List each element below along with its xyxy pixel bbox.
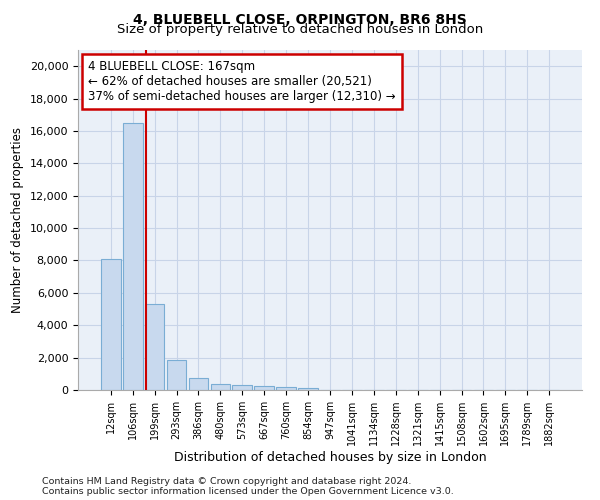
Text: 4 BLUEBELL CLOSE: 167sqm
← 62% of detached houses are smaller (20,521)
37% of se: 4 BLUEBELL CLOSE: 167sqm ← 62% of detach…: [88, 60, 396, 103]
Bar: [276, 388, 296, 390]
Text: Contains HM Land Registry data © Crown copyright and database right 2024.: Contains HM Land Registry data © Crown c…: [42, 477, 412, 486]
Text: Size of property relative to detached houses in London: Size of property relative to detached ho…: [117, 22, 483, 36]
Bar: [298, 388, 318, 390]
Bar: [254, 386, 274, 390]
Text: Contains public sector information licensed under the Open Government Licence v3: Contains public sector information licen…: [42, 487, 454, 496]
Bar: [123, 123, 143, 390]
X-axis label: Distribution of detached houses by size in London: Distribution of detached houses by size …: [173, 451, 487, 464]
Text: 4, BLUEBELL CLOSE, ORPINGTON, BR6 8HS: 4, BLUEBELL CLOSE, ORPINGTON, BR6 8HS: [133, 12, 467, 26]
Title: 4, BLUEBELL CLOSE, ORPINGTON, BR6 8HS
Size of property relative to detached hous: 4, BLUEBELL CLOSE, ORPINGTON, BR6 8HS Si…: [0, 499, 1, 500]
Bar: [101, 259, 121, 390]
Y-axis label: Number of detached properties: Number of detached properties: [11, 127, 24, 313]
Bar: [211, 384, 230, 390]
Bar: [232, 386, 252, 390]
Bar: [145, 304, 164, 390]
Bar: [167, 360, 187, 390]
Bar: [188, 378, 208, 390]
